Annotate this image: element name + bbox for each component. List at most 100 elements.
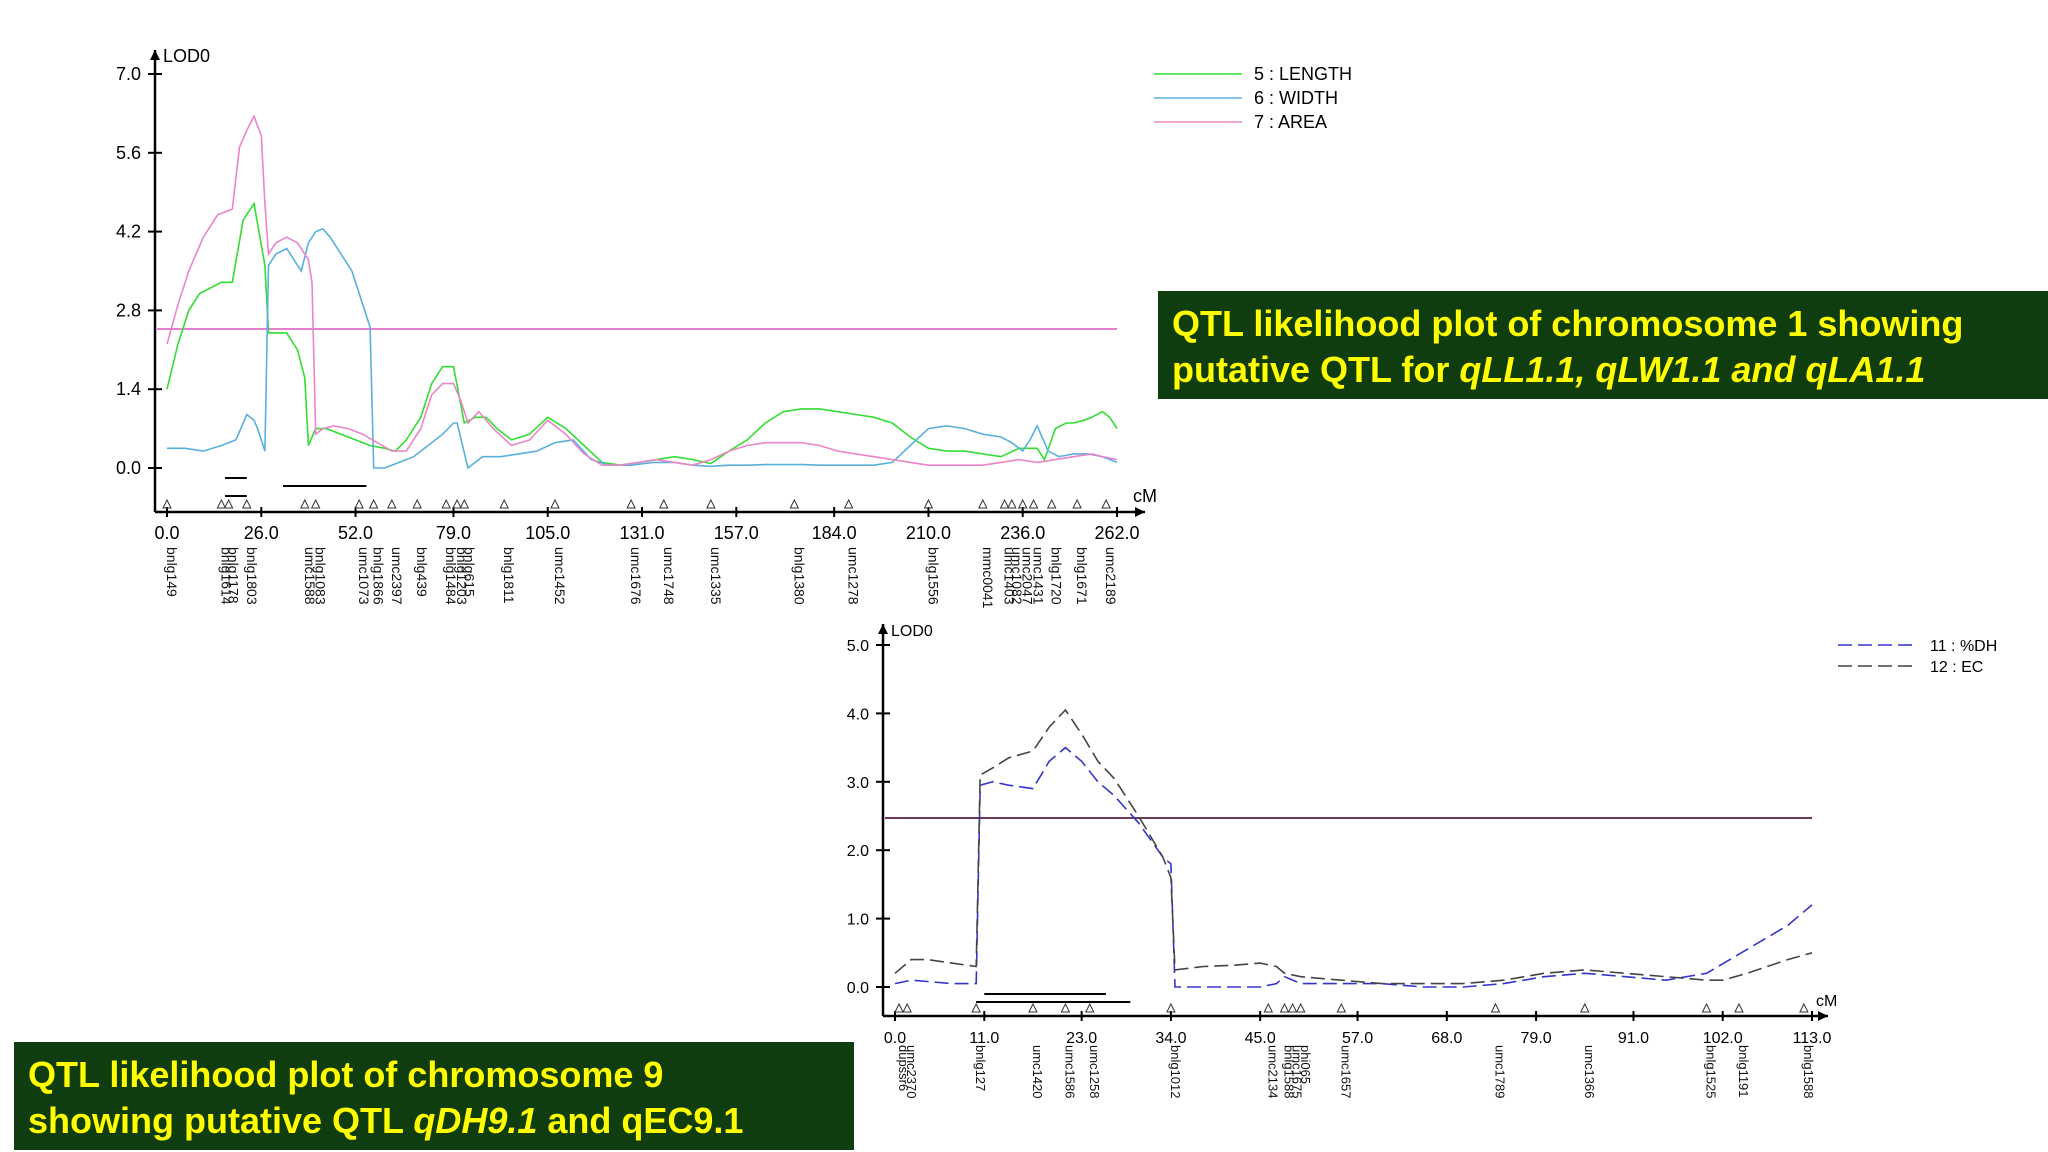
chr9-x-tick-label: 79.0 — [1521, 1030, 1552, 1047]
chr1-series-line-2 — [167, 227, 1118, 470]
chr9-marker-triangle — [902, 1002, 912, 1013]
caption1-line2-italic: qLL1.1, qLW1.1 and qLA1.1 — [1459, 349, 1926, 390]
chr1-marker-label: bnlg1803 — [244, 547, 260, 605]
chr1-marker-triangle — [658, 498, 669, 509]
chr1-marker-triangle — [923, 498, 934, 509]
caption1-line2-plain: putative QTL for — [1172, 349, 1460, 390]
chr9-x-tick-label: 113.0 — [1793, 1030, 1832, 1047]
chr9-marker-triangle — [1084, 1002, 1095, 1013]
chr1-marker-triangle — [550, 498, 560, 509]
chr1-legend-label: 7 : AREA — [1254, 112, 1327, 132]
chr1-marker-triangle — [412, 498, 423, 509]
chr9-marker-label: umc1258 — [1087, 1045, 1102, 1098]
chr9-marker-triangle — [971, 1002, 981, 1013]
chr1-legend-label: 5 : LENGTH — [1254, 64, 1352, 84]
chr9-marker-label: phi065 — [1298, 1045, 1313, 1084]
chr9-marker-label: bnlg127 — [973, 1045, 988, 1091]
chr1-marker-triangle — [1017, 498, 1028, 509]
chr1-marker-label: umc1403 — [1002, 547, 1018, 605]
chr1-x-tick-label: 0.0 — [154, 523, 179, 543]
chr1-marker-triangle — [843, 498, 854, 509]
chr1-marker-label: bnlg1178 — [226, 547, 242, 604]
chr9-y-tick-label: 4.0 — [847, 706, 869, 723]
chr1-y-tick-label: 1.4 — [116, 379, 141, 399]
chr9-series-line-1 — [894, 746, 1813, 988]
chr9-marker-triangle — [1799, 1002, 1809, 1013]
chr9-legend-label: 11 : %DH — [1930, 638, 1997, 655]
chr9-x-tick-label: 45.0 — [1245, 1030, 1276, 1047]
chr9-marker-triangle — [1166, 1002, 1176, 1013]
chr1-marker-triangle — [1101, 498, 1111, 509]
chr1-marker-label: umc2189 — [1103, 547, 1119, 605]
chr1-marker-label: bnlg1866 — [371, 547, 387, 605]
chr9-y-tick-label: 3.0 — [847, 775, 869, 792]
chr1-x-tick-label: 52.0 — [338, 523, 373, 543]
chr9-marker-label: umc1420 — [1030, 1045, 1045, 1098]
chr1-x-tick-label: 210.0 — [906, 523, 951, 543]
chr9-marker-label: bnlg1525 — [1704, 1045, 1719, 1099]
chr9-x-tick-label: 11.0 — [969, 1030, 999, 1047]
chr9-x-tick-label: 57.0 — [1342, 1030, 1373, 1047]
chr1-x-tick-label: 157.0 — [714, 523, 759, 543]
chr1-x-tick-label: 131.0 — [619, 523, 664, 543]
chr1-y-tick-label: 0.0 — [116, 458, 141, 478]
chr1-marker-triangle — [1072, 498, 1082, 509]
chr1-marker-label: bnlg1614 — [218, 547, 234, 605]
chr1-marker-triangle — [354, 498, 364, 509]
chr1-marker-triangle — [459, 498, 470, 509]
chr1-series-line-3 — [166, 114, 1118, 467]
chr1-x-tick-label: 236.0 — [1000, 523, 1045, 543]
chr1-marker-triangle — [310, 498, 321, 509]
chr1-marker-triangle — [1046, 498, 1057, 509]
chr1-marker-label: umc1676 — [628, 547, 644, 605]
chr1-marker-triangle — [789, 498, 800, 509]
caption2-line2: showing putative QTL qDH9.1 and qEC9.1 — [28, 1098, 840, 1144]
chr9-marker-label: umc2370 — [904, 1045, 919, 1098]
chr1-y-tick-label: 5.6 — [116, 143, 141, 163]
chr1-marker-label: bnlg1671 — [1074, 547, 1090, 605]
chr1-x-axis-arrow — [1135, 507, 1145, 517]
chr9-y-axis-label: LOD0 — [891, 623, 933, 640]
chr1-marker-triangle — [216, 498, 227, 509]
chr1-marker-label: umc1278 — [846, 547, 862, 605]
caption2-line2-tail: and qEC9.1 — [537, 1100, 744, 1141]
chr1-marker-triangle — [223, 498, 234, 509]
chr9-marker-triangle — [1701, 1002, 1712, 1013]
chr1-marker-label: bnlg1484 — [443, 547, 459, 605]
chr9-marker-label: umc1366 — [1582, 1045, 1597, 1098]
chr9-marker-triangle — [1028, 1002, 1038, 1013]
chr1-y-tick-label: 7.0 — [116, 64, 141, 84]
caption1-line2: putative QTL for qLL1.1, qLW1.1 and qLA1… — [1172, 347, 2034, 393]
chr1-marker-label: umc1335 — [708, 547, 724, 605]
chr1-marker-label: bnlg1203 — [454, 547, 470, 605]
chr9-marker-triangle — [1579, 1002, 1590, 1013]
chr1-x-tick-label: 262.0 — [1094, 523, 1139, 543]
chr1-series-line-1 — [166, 201, 1118, 467]
chr1-marker-label: umc2047 — [1020, 547, 1036, 605]
chr9-x-tick-label: 34.0 — [1155, 1030, 1186, 1047]
chr9-marker-label: bnlg1588 — [1282, 1045, 1297, 1099]
chr1-marker-label: umc1588 — [302, 547, 318, 605]
chr1-marker-triangle — [1007, 498, 1017, 509]
caption1-line1: QTL likelihood plot of chromosome 1 show… — [1172, 303, 1964, 344]
chromosome-1-lod-chart: LOD0 0.0 1.4 2.8 4.2 5.6 7.0 cM 0.0 26.0 52.0 79.0 1… — [116, 46, 1352, 609]
chr1-x-axis-label: cM — [1133, 486, 1157, 506]
chr1-marker-triangle — [241, 498, 252, 509]
chr9-y-tick-label: 2.0 — [847, 843, 869, 860]
chr9-x-tick-label: 91.0 — [1618, 1030, 1649, 1047]
chr1-marker-label: bnlg615 — [461, 547, 477, 597]
chr9-marker-triangle — [1279, 1002, 1290, 1013]
chr9-x-tick-label: 68.0 — [1431, 1030, 1462, 1047]
chr1-marker-label: bnlg149 — [164, 547, 180, 597]
chr1-y-tick-label: 4.2 — [116, 222, 141, 242]
chr1-marker-triangle — [626, 498, 636, 509]
chr9-marker-label: umc2134 — [1265, 1045, 1280, 1098]
chr1-marker-triangle — [999, 498, 1010, 509]
chr1-y-tick-label: 2.8 — [116, 300, 141, 320]
chr1-marker-label: umc2397 — [389, 547, 405, 605]
chr9-series-line-2 — [894, 708, 1813, 985]
chr9-marker-label: umc1657 — [1338, 1045, 1353, 1098]
chr9-x-axis-arrow — [1818, 1011, 1828, 1021]
chr9-marker-label: umc1789 — [1493, 1045, 1508, 1098]
